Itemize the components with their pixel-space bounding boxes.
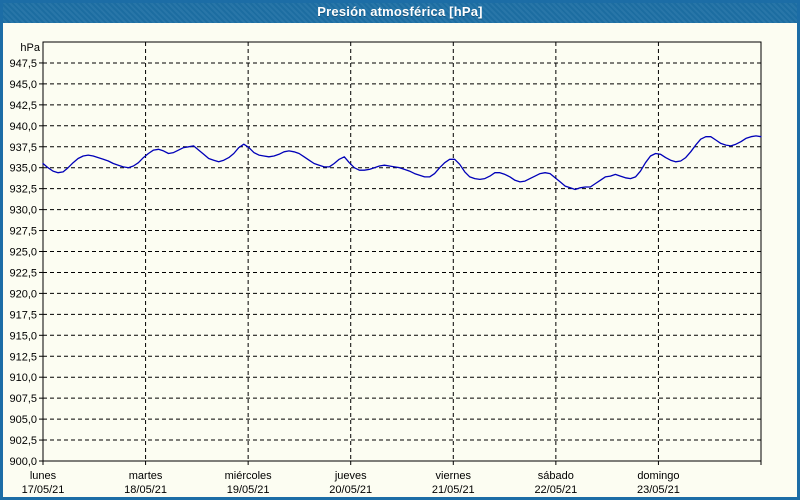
x-axis-day-label: domingo xyxy=(637,470,679,482)
x-axis-date-label: 18/05/21 xyxy=(124,484,167,496)
x-axis-date-label: 23/05/21 xyxy=(637,484,680,496)
y-axis-label: 925,0 xyxy=(9,247,37,259)
y-axis-label: 912,5 xyxy=(9,351,37,363)
x-axis-day-label: viernes xyxy=(436,470,472,482)
y-axis-label: 907,5 xyxy=(9,393,37,405)
x-axis-date-label: 21/05/21 xyxy=(432,484,475,496)
x-axis-day-label: miércoles xyxy=(225,470,273,482)
y-axis-label: 917,5 xyxy=(9,309,37,321)
y-axis-label: 932,5 xyxy=(9,184,37,196)
x-axis-date-label: 19/05/21 xyxy=(227,484,270,496)
y-axis-label: 927,5 xyxy=(9,226,37,238)
y-axis-label: 940,0 xyxy=(9,121,37,133)
y-axis-label: 937,5 xyxy=(9,142,37,154)
y-axis-label: 945,0 xyxy=(9,79,37,91)
y-axis-label: 947,5 xyxy=(9,58,37,70)
x-axis-day-label: sábado xyxy=(538,470,574,482)
pressure-line xyxy=(42,135,762,191)
y-axis-label: 935,0 xyxy=(9,163,37,175)
window-title: Presión atmosférica [hPa] xyxy=(317,4,483,19)
x-axis-date-label: 22/05/21 xyxy=(534,484,577,496)
y-axis-label: 930,0 xyxy=(9,205,37,217)
y-axis-unit-label: hPa xyxy=(20,42,40,54)
x-axis-day-label: lunes xyxy=(30,470,57,482)
x-axis-date-label: 17/05/21 xyxy=(22,484,65,496)
x-axis-day-label: martes xyxy=(129,470,163,482)
y-axis-label: 920,0 xyxy=(9,288,37,300)
y-axis-label: 922,5 xyxy=(9,267,37,279)
y-axis-label: 915,0 xyxy=(9,330,37,342)
y-axis-label: 900,0 xyxy=(9,456,37,468)
y-axis-label: 905,0 xyxy=(9,414,37,426)
title-bar: Presión atmosférica [hPa] xyxy=(0,0,800,23)
x-axis-day-label: jueves xyxy=(334,470,367,482)
y-axis-label: 910,0 xyxy=(9,372,37,384)
plot-border xyxy=(42,41,762,462)
x-axis-date-label: 20/05/21 xyxy=(329,484,372,496)
y-axis-label: 902,5 xyxy=(9,435,37,447)
y-axis-label: 942,5 xyxy=(9,100,37,112)
